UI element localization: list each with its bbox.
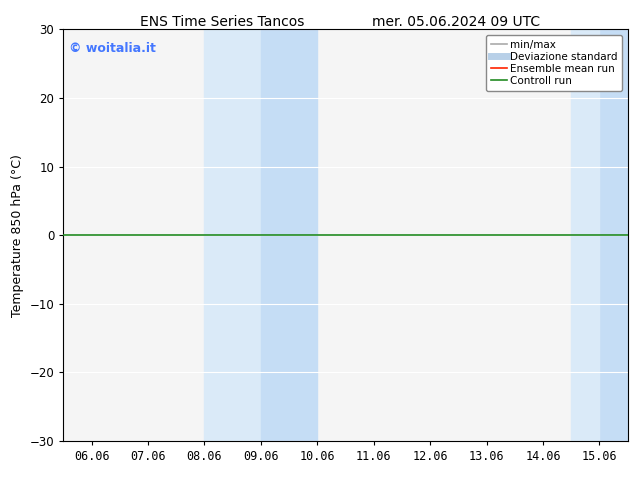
Text: ENS Time Series Tancos: ENS Time Series Tancos — [139, 15, 304, 29]
Text: © woitalia.it: © woitalia.it — [69, 42, 156, 55]
Bar — [600, 29, 628, 441]
Legend: min/max, Deviazione standard, Ensemble mean run, Controll run: min/max, Deviazione standard, Ensemble m… — [486, 35, 623, 91]
Bar — [261, 29, 317, 441]
Y-axis label: Temperature 850 hPa (°C): Temperature 850 hPa (°C) — [11, 154, 24, 317]
Bar — [571, 29, 600, 441]
Text: mer. 05.06.2024 09 UTC: mer. 05.06.2024 09 UTC — [372, 15, 541, 29]
Bar — [204, 29, 261, 441]
